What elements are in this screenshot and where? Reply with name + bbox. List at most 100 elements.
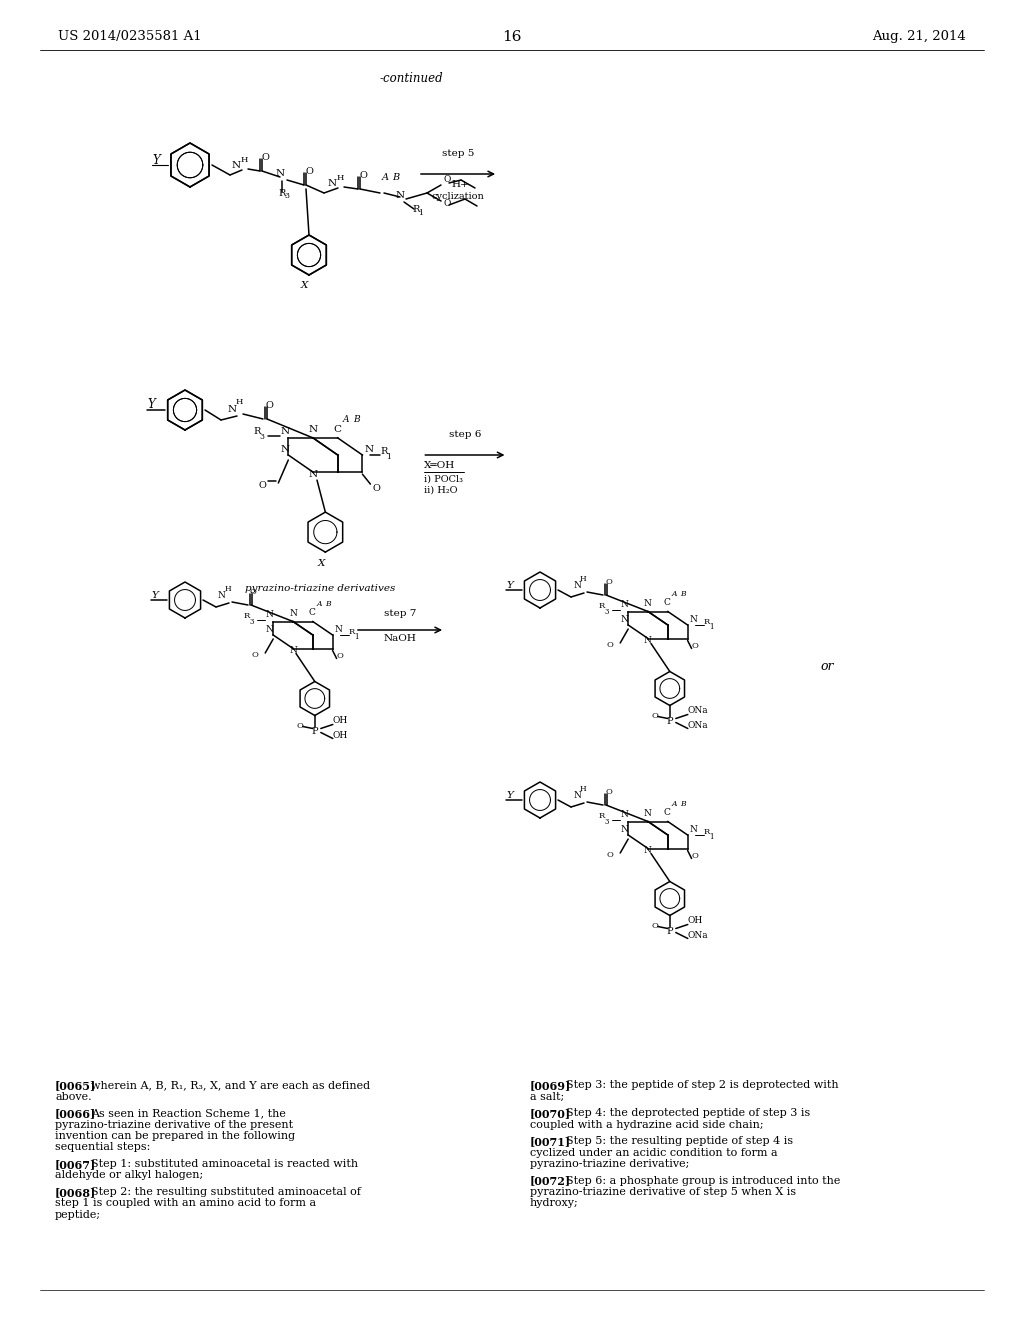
Text: O: O: [251, 651, 258, 659]
Text: X═OH: X═OH: [424, 461, 456, 470]
Text: N: N: [644, 846, 652, 855]
Text: C: C: [664, 598, 671, 607]
Text: coupled with a hydrazine acid side chain;: coupled with a hydrazine acid side chain…: [530, 1119, 764, 1130]
Text: O: O: [605, 578, 612, 586]
Text: O: O: [305, 168, 313, 177]
Text: P: P: [311, 726, 318, 735]
Text: N: N: [218, 591, 226, 601]
Text: R: R: [253, 428, 261, 437]
Text: N: N: [328, 180, 337, 189]
Text: R: R: [598, 813, 604, 821]
Text: 1: 1: [710, 833, 714, 841]
Text: 1: 1: [710, 623, 714, 631]
Text: N: N: [621, 615, 628, 623]
Text: a salt;: a salt;: [530, 1092, 564, 1101]
Text: N: N: [228, 404, 238, 413]
Text: 3: 3: [259, 433, 264, 441]
Text: R: R: [598, 602, 604, 610]
Text: P: P: [667, 717, 674, 726]
Text: Step 6: a phosphate group is introduced into the: Step 6: a phosphate group is introduced …: [566, 1176, 841, 1185]
Text: O: O: [443, 198, 451, 207]
Text: N: N: [265, 610, 273, 619]
Text: H: H: [337, 174, 344, 182]
Text: O: O: [691, 853, 698, 861]
Text: R: R: [703, 618, 710, 626]
Text: O: O: [359, 172, 367, 181]
Text: [0068]: [0068]: [55, 1187, 96, 1199]
Text: O: O: [258, 480, 266, 490]
Text: N: N: [276, 169, 285, 178]
Text: [0069]: [0069]: [530, 1080, 571, 1092]
Text: N: N: [644, 599, 652, 609]
Text: O: O: [605, 788, 612, 796]
Text: N: N: [289, 645, 297, 655]
Text: ONa: ONa: [688, 931, 709, 940]
Text: Step 4: the deprotected peptide of step 3 is: Step 4: the deprotected peptide of step …: [566, 1107, 810, 1118]
Text: H: H: [241, 156, 249, 164]
Text: N: N: [396, 190, 406, 199]
Text: invention can be prepared in the following: invention can be prepared in the followi…: [55, 1131, 295, 1140]
Text: C: C: [664, 808, 671, 817]
Text: or: or: [820, 660, 834, 673]
Text: R: R: [703, 828, 710, 836]
Text: cyclized under an acidic condition to form a: cyclized under an acidic condition to fo…: [530, 1147, 777, 1158]
Text: R: R: [348, 628, 355, 636]
Text: N: N: [265, 624, 273, 634]
Text: N: N: [621, 825, 628, 833]
Text: B: B: [325, 599, 331, 607]
Text: N: N: [309, 470, 318, 479]
Text: i) POCl₃: i) POCl₃: [424, 475, 464, 484]
Text: Y: Y: [506, 582, 513, 590]
Text: R: R: [278, 189, 286, 198]
Text: above.: above.: [55, 1092, 91, 1101]
Text: O: O: [606, 642, 613, 649]
Text: Step 2: the resulting substituted aminoacetal of: Step 2: the resulting substituted aminoa…: [91, 1187, 361, 1197]
Text: N: N: [365, 446, 374, 454]
Text: ii) H₂O: ii) H₂O: [424, 486, 458, 495]
Text: Y: Y: [147, 399, 155, 412]
Text: B: B: [680, 800, 685, 808]
Text: O: O: [261, 153, 269, 162]
Text: N: N: [689, 615, 697, 624]
Text: O: O: [691, 643, 698, 651]
Text: N: N: [621, 601, 628, 609]
Text: Step 3: the peptide of step 2 is deprotected with: Step 3: the peptide of step 2 is deprote…: [566, 1080, 839, 1090]
Text: N: N: [573, 582, 581, 590]
Text: step 1 is coupled with an amino acid to form a: step 1 is coupled with an amino acid to …: [55, 1199, 316, 1209]
Text: peptide;: peptide;: [55, 1210, 101, 1220]
Text: ONa: ONa: [688, 721, 709, 730]
Text: N: N: [644, 809, 652, 818]
Text: N: N: [644, 636, 652, 645]
Text: O: O: [652, 923, 658, 931]
Text: US 2014/0235581 A1: US 2014/0235581 A1: [58, 30, 202, 44]
Text: A: A: [343, 416, 349, 425]
Text: H: H: [580, 785, 587, 793]
Text: OH: OH: [333, 715, 348, 725]
Text: Y: Y: [152, 153, 160, 166]
Text: O: O: [297, 722, 304, 730]
Text: Step 5: the resulting peptide of step 4 is: Step 5: the resulting peptide of step 4 …: [566, 1137, 794, 1146]
Text: NaOH: NaOH: [384, 634, 417, 643]
Text: A: A: [382, 173, 389, 181]
Text: aldehyde or alkyl halogen;: aldehyde or alkyl halogen;: [55, 1171, 203, 1180]
Text: H: H: [236, 399, 244, 407]
Text: R: R: [380, 447, 388, 457]
Text: N: N: [335, 626, 342, 635]
Text: [0071]: [0071]: [530, 1137, 571, 1147]
Text: 1: 1: [386, 453, 391, 461]
Text: N: N: [621, 810, 628, 818]
Text: [0072]: [0072]: [530, 1176, 571, 1187]
Text: 16: 16: [502, 30, 522, 44]
Text: X: X: [301, 281, 308, 290]
Text: step 7: step 7: [384, 609, 416, 618]
Text: O: O: [652, 713, 658, 721]
Text: ONa: ONa: [688, 706, 709, 715]
Text: H: H: [225, 585, 231, 593]
Text: O: O: [337, 652, 343, 660]
Text: O: O: [606, 851, 613, 859]
Text: B: B: [392, 173, 399, 181]
Text: 1: 1: [354, 634, 359, 642]
Text: pyrazino-triazine derivative;: pyrazino-triazine derivative;: [530, 1159, 689, 1170]
Text: O: O: [265, 400, 272, 409]
Text: Aug. 21, 2014: Aug. 21, 2014: [872, 30, 966, 44]
